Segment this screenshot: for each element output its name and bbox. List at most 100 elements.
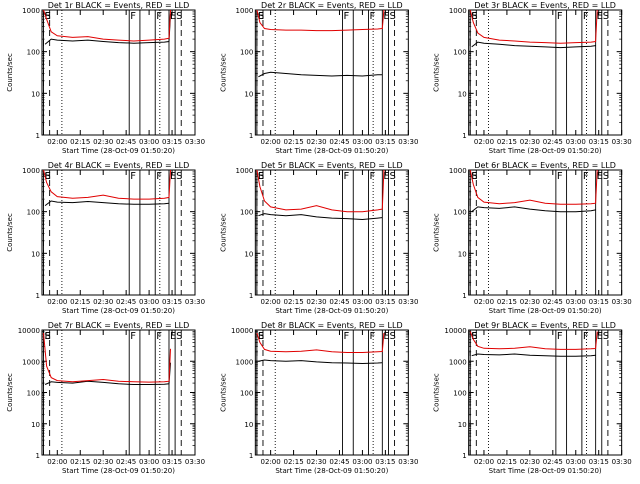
y-tick-label: 10 (458, 250, 467, 258)
event-marker-label: F (156, 331, 162, 342)
x-tick-label: 02:15 (497, 298, 517, 306)
event-marker-label: E (258, 11, 264, 22)
x-tick-label: 03:00 (566, 458, 586, 466)
x-tick-label: 02:30 (93, 458, 113, 466)
y-axis-label: Counts/sec (433, 213, 441, 252)
series-line (256, 169, 385, 213)
event-marker-label: E (597, 331, 603, 342)
x-tick-label: 02:00 (261, 298, 281, 306)
x-tick-label: 03:00 (352, 138, 372, 146)
y-tick-label: 10 (31, 90, 40, 98)
x-axis-label: Start Time (28-Oct-09 01:50:20) (62, 307, 175, 315)
event-marker-label: E (383, 11, 389, 22)
event-marker-label: S (45, 331, 51, 342)
chart-title: Det 3r BLACK = Events, RED = LLD (474, 1, 616, 10)
y-tick-label: 1 (249, 452, 253, 460)
y-tick-label: 1000 (236, 358, 254, 366)
x-tick-label: 02:15 (497, 138, 517, 146)
plot-frame (468, 9, 623, 136)
y-tick-label: 10000 (231, 327, 253, 335)
chart-title: Det 4r BLACK = Events, RED = LLD (48, 161, 190, 170)
y-tick-label: 100 (453, 49, 466, 57)
event-marker-label: S (603, 11, 609, 22)
x-tick-label: 02:15 (70, 458, 90, 466)
x-tick-label: 03:00 (139, 298, 159, 306)
series-line (44, 200, 170, 206)
y-tick-label: 1 (249, 292, 253, 300)
x-tick-label: 03:00 (566, 298, 586, 306)
y-tick-label: 1 (36, 292, 40, 300)
event-marker-label: S (389, 11, 395, 22)
y-tick-label: 10 (31, 250, 40, 258)
y-tick-label: 100 (453, 390, 466, 398)
event-marker-label: F (156, 171, 162, 182)
x-tick-label: 03:30 (398, 458, 418, 466)
x-tick-label: 02:15 (497, 458, 517, 466)
x-tick-label: 03:30 (185, 298, 205, 306)
chart-panel: Det 8r BLACK = Events, RED = LLD Counts/s… (219, 321, 418, 475)
x-tick-label: 02:45 (116, 458, 136, 466)
x-tick-label: 03:15 (589, 298, 609, 306)
series-line (44, 13, 171, 45)
event-marker-label: F (130, 171, 136, 182)
x-tick-label: 02:45 (116, 138, 136, 146)
x-tick-label: 02:45 (543, 458, 563, 466)
y-tick-label: 10 (458, 90, 467, 98)
event-marker-label: E (258, 331, 264, 342)
x-tick-label: 02:30 (520, 458, 540, 466)
chart-panel: Det 1r BLACK = Events, RED = LLD Counts/s… (6, 1, 205, 155)
y-tick-label: 10 (31, 421, 40, 429)
chart-title: Det 9r BLACK = Events, RED = LLD (474, 321, 616, 330)
x-axis-label: Start Time (28-Oct-09 01:50:20) (489, 467, 602, 475)
x-tick-label: 02:30 (306, 298, 326, 306)
x-tick-label: 02:15 (283, 458, 303, 466)
y-axis-label: Counts/sec (433, 53, 441, 92)
event-marker-label: F (130, 11, 136, 22)
chart-title: Det 6r BLACK = Events, RED = LLD (474, 161, 616, 170)
event-marker-label: E (597, 11, 603, 22)
y-tick-label: 100 (240, 49, 253, 57)
event-marker-label: F (370, 331, 376, 342)
event-marker-label: S (176, 171, 182, 182)
y-axis-label: Counts/sec (219, 213, 227, 252)
event-marker-label: F (344, 11, 350, 22)
chart-panel: Det 9r BLACK = Events, RED = LLD Counts/s… (433, 321, 632, 475)
x-tick-label: 03:00 (352, 298, 372, 306)
x-tick-label: 02:00 (47, 298, 67, 306)
series-line (471, 353, 596, 357)
chart-title: Det 2r BLACK = Events, RED = LLD (261, 1, 403, 10)
series-line (471, 206, 596, 213)
x-axis-label: Start Time (28-Oct-09 01:50:20) (275, 307, 388, 315)
x-tick-label: 02:00 (261, 458, 281, 466)
x-tick-label: 02:15 (70, 138, 90, 146)
y-axis-label: Counts/sec (433, 373, 441, 412)
event-marker-label: S (389, 331, 395, 342)
x-tick-label: 02:00 (474, 298, 494, 306)
x-tick-label: 03:15 (589, 458, 609, 466)
event-marker-label: E (383, 171, 389, 182)
x-tick-label: 02:45 (543, 298, 563, 306)
y-tick-label: 1 (462, 452, 466, 460)
y-tick-label: 1000 (236, 7, 254, 15)
event-marker-label: S (603, 331, 609, 342)
event-marker-label: E (45, 331, 51, 342)
y-tick-label: 100 (27, 390, 40, 398)
event-marker-label: E (258, 171, 264, 182)
series-line (258, 213, 383, 221)
event-marker-label: F (156, 11, 162, 22)
event-marker-label: S (471, 171, 477, 182)
y-tick-label: 10000 (444, 327, 466, 335)
event-marker-label: E (471, 11, 477, 22)
x-tick-label: 02:00 (474, 458, 494, 466)
y-tick-label: 1000 (22, 7, 40, 15)
y-axis-label: Counts/sec (6, 213, 14, 252)
chart-title: Det 7r BLACK = Events, RED = LLD (48, 321, 190, 330)
event-marker-label: S (258, 171, 264, 182)
event-marker-label: S (389, 171, 395, 182)
x-tick-label: 02:15 (283, 298, 303, 306)
event-marker-label: S (45, 11, 51, 22)
chart-title: Det 5r BLACK = Events, RED = LLD (261, 161, 403, 170)
x-tick-label: 03:15 (375, 458, 395, 466)
x-tick-label: 03:30 (612, 298, 632, 306)
